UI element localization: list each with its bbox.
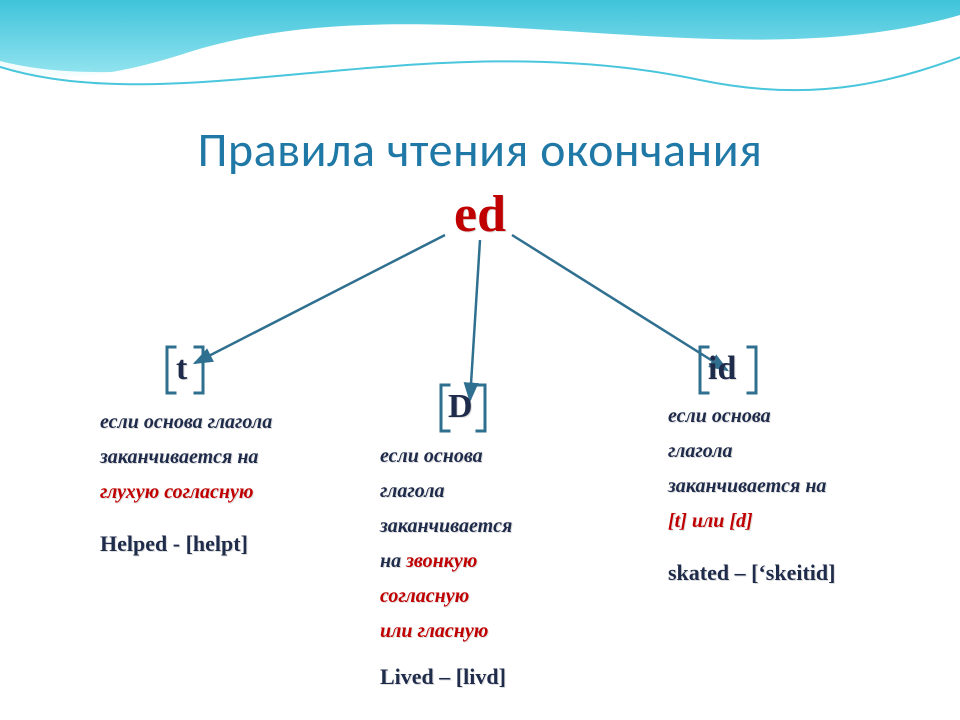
column-d: если основа глагола заканчивается на зво…	[380, 442, 640, 690]
rule-text: если основа глагола	[100, 411, 272, 433]
example-ipa: [helpt]	[186, 531, 248, 556]
example-t: Helped - [helpt]	[100, 531, 360, 557]
rule-text: заканчивается на	[100, 446, 258, 468]
rule-text: заканчивается	[380, 515, 512, 537]
example-word: Helped	[100, 531, 167, 556]
arrow-to-d	[470, 240, 480, 400]
column-t: если основа глагола заканчивается на глу…	[100, 408, 360, 557]
example-id: skated – [‘skeitid]	[668, 560, 928, 586]
rule-text: заканчивается на	[668, 475, 826, 497]
rule-text: глагола	[380, 480, 445, 502]
rule-highlight: гласную	[418, 620, 489, 642]
example-word: Lived	[380, 664, 434, 689]
phoneme-d: D	[448, 388, 473, 426]
rule-text: если основа	[380, 445, 483, 467]
example-ipa: [livd]	[456, 664, 506, 689]
rule-highlight: [t] или [d]	[668, 510, 753, 532]
slide: Правила чтения окончания ed t D id если …	[0, 0, 960, 720]
phoneme-t: t	[176, 350, 187, 388]
rule-highlight: глухую согласную	[100, 481, 253, 503]
rule-text: глагола	[668, 440, 733, 462]
example-word: skated	[668, 560, 729, 585]
example-d: Lived – [livd]	[380, 664, 640, 690]
rule-highlight: или	[380, 620, 413, 642]
phoneme-id: id	[708, 350, 736, 388]
rule-text: если основа	[668, 405, 771, 427]
arrow-to-id	[512, 235, 727, 370]
example-ipa: [‘skeitid]	[751, 560, 835, 585]
arrow-to-t	[195, 235, 445, 363]
rule-text: на	[380, 550, 401, 572]
rule-highlight: звонкую	[406, 550, 477, 572]
column-id: если основа глагола заканчивается на [t]…	[668, 402, 928, 586]
rule-highlight: согласную	[380, 585, 469, 607]
